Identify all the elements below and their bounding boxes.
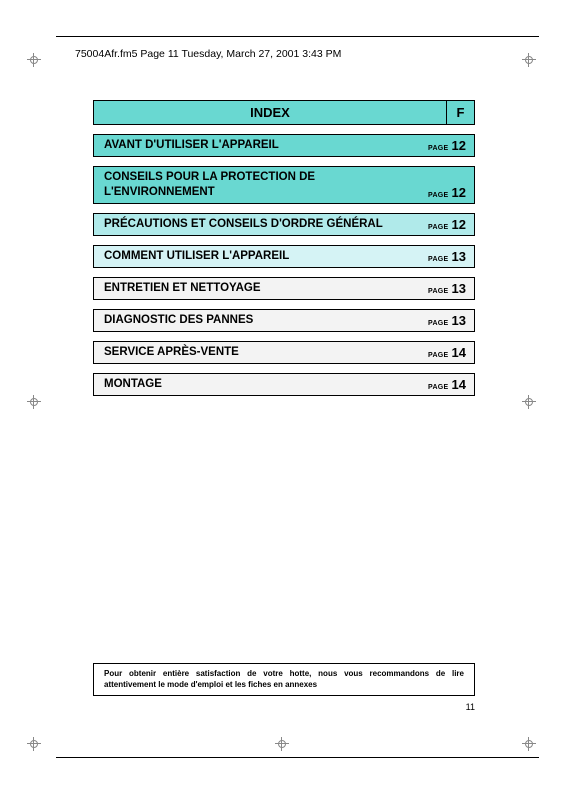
toc-item-page: PAGE12 <box>422 185 466 200</box>
page-number: 11 <box>466 702 475 712</box>
page-number-value: 13 <box>452 313 466 328</box>
toc-item: DIAGNOSTIC DES PANNESPAGE13 <box>93 309 475 332</box>
page-number-value: 13 <box>452 281 466 296</box>
toc-item-title: CONSEILS POUR LA PROTECTION DE L'ENVIRON… <box>104 170 422 200</box>
toc-item-title: SERVICE APRÈS-VENTE <box>104 345 422 360</box>
toc-item-title: AVANT D'UTILISER L'APPAREIL <box>104 138 422 153</box>
index-header-row: INDEX F <box>93 100 475 125</box>
crop-mark-icon <box>27 737 41 751</box>
toc-item-page: PAGE13 <box>422 281 466 296</box>
page-number-value: 12 <box>452 185 466 200</box>
toc-item-title: PRÉCAUTIONS ET CONSEILS D'ORDRE GÉNÉRAL <box>104 217 422 232</box>
page-number-value: 13 <box>452 249 466 264</box>
crop-mark-icon <box>27 53 41 67</box>
header-text: 75004Afr.fm5 Page 11 Tuesday, March 27, … <box>75 48 341 60</box>
crop-mark-icon <box>522 53 536 67</box>
toc-item: MONTAGEPAGE14 <box>93 373 475 396</box>
toc-item: SERVICE APRÈS-VENTEPAGE14 <box>93 341 475 364</box>
toc-item-title: COMMENT UTILISER L'APPAREIL <box>104 249 422 264</box>
toc-item-page: PAGE12 <box>422 138 466 153</box>
page-label: PAGE <box>428 192 449 199</box>
toc-item: ENTRETIEN ET NETTOYAGEPAGE13 <box>93 277 475 300</box>
page-number-value: 12 <box>452 217 466 232</box>
toc-item-page: PAGE12 <box>422 217 466 232</box>
toc-item-page: PAGE13 <box>422 249 466 264</box>
toc-item-title: MONTAGE <box>104 377 422 392</box>
page-label: PAGE <box>428 352 449 359</box>
toc-item: PRÉCAUTIONS ET CONSEILS D'ORDRE GÉNÉRALP… <box>93 213 475 236</box>
crop-mark-icon <box>522 737 536 751</box>
toc-item: AVANT D'UTILISER L'APPAREILPAGE12 <box>93 134 475 157</box>
page-number-value: 14 <box>452 377 466 392</box>
page-number-value: 12 <box>452 138 466 153</box>
header-rule <box>56 36 539 37</box>
toc-list: AVANT D'UTILISER L'APPAREILPAGE12CONSEIL… <box>93 134 475 396</box>
toc-item-title: DIAGNOSTIC DES PANNES <box>104 313 422 328</box>
toc-item-title: ENTRETIEN ET NETTOYAGE <box>104 281 422 296</box>
crop-mark-icon <box>275 737 289 751</box>
page-number-value: 14 <box>452 345 466 360</box>
index-language-badge: F <box>447 100 475 125</box>
toc-item-page: PAGE14 <box>422 377 466 392</box>
page-label: PAGE <box>428 384 449 391</box>
index-title: INDEX <box>93 100 447 125</box>
content-area: INDEX F AVANT D'UTILISER L'APPAREILPAGE1… <box>93 100 475 396</box>
page-label: PAGE <box>428 288 449 295</box>
crop-mark-icon <box>522 395 536 409</box>
toc-item-page: PAGE13 <box>422 313 466 328</box>
toc-item-page: PAGE14 <box>422 345 466 360</box>
page-label: PAGE <box>428 256 449 263</box>
footer-rule <box>56 757 539 758</box>
page-label: PAGE <box>428 145 449 152</box>
footer-note: Pour obtenir entière satisfaction de vot… <box>93 663 475 696</box>
toc-item: CONSEILS POUR LA PROTECTION DE L'ENVIRON… <box>93 166 475 204</box>
crop-mark-icon <box>27 395 41 409</box>
page-label: PAGE <box>428 224 449 231</box>
page-label: PAGE <box>428 320 449 327</box>
toc-item: COMMENT UTILISER L'APPAREILPAGE13 <box>93 245 475 268</box>
